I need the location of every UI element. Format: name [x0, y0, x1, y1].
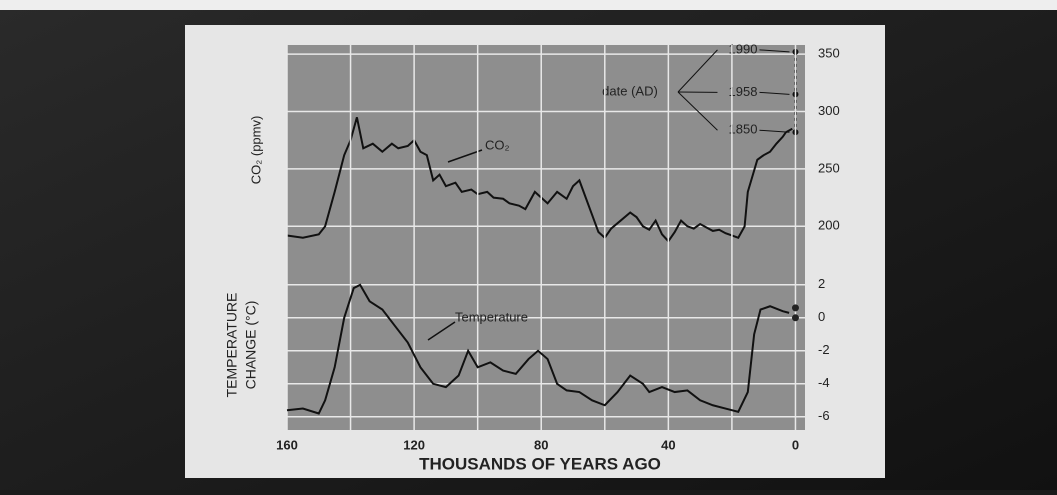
y-tick-label: -4: [818, 375, 830, 390]
date-label: 1958: [729, 84, 758, 99]
end-point: [792, 304, 799, 311]
y-axis-title: TEMPERATURE: [224, 293, 240, 398]
y-tick-label: -6: [818, 408, 830, 423]
x-axis-title: THOUSANDS OF YEARS AGO: [419, 454, 661, 473]
x-tick-label: 120: [403, 437, 425, 452]
series-annotation: CO₂: [485, 137, 510, 152]
y-tick-label: 350: [818, 46, 840, 61]
y-tick-label: 250: [818, 160, 840, 175]
date-label: 1850: [729, 122, 758, 137]
x-tick-label: 0: [792, 437, 799, 452]
plot-area: [287, 45, 805, 430]
y-tick-label: 0: [818, 309, 825, 324]
date-title: date (AD): [602, 83, 658, 98]
x-tick-label: 160: [276, 437, 298, 452]
x-tick-label: 80: [534, 437, 548, 452]
series-annotation: Temperature: [455, 309, 528, 324]
top-strip: [0, 0, 1057, 10]
y-tick-label: 300: [818, 103, 840, 118]
y-axis-title: CHANGE (°C): [243, 301, 259, 390]
end-point: [792, 314, 799, 321]
date-label: 1990: [729, 41, 758, 56]
y-tick-label: 200: [818, 218, 840, 233]
y-axis-title: CO₂ (ppmv): [248, 116, 263, 185]
x-tick-label: 40: [661, 437, 675, 452]
y-tick-label: -2: [818, 342, 830, 357]
slide: THOUSANDS OF YEARS AGO CO₂ (ppmv) TEMPER…: [0, 0, 1057, 490]
y-tick-label: 2: [818, 276, 825, 291]
